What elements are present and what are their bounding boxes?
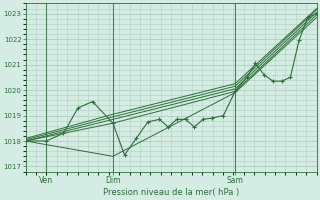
X-axis label: Pression niveau de la mer( hPa ): Pression niveau de la mer( hPa ) — [103, 188, 239, 197]
